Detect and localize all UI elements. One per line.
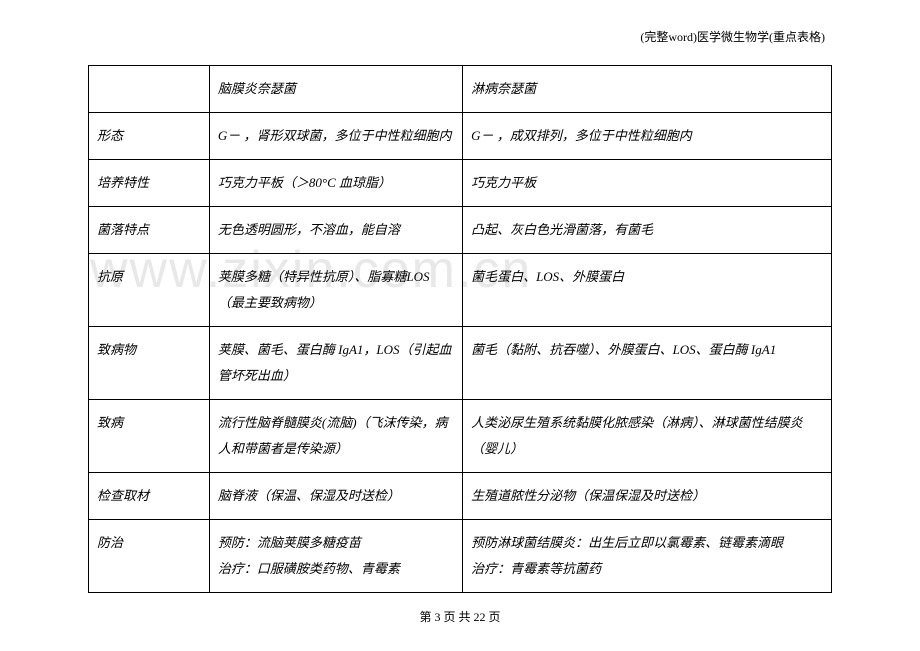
row-label: 抗原 (89, 254, 210, 327)
cell: G－ ，成双排列，多位于中性粒细胞内 (463, 113, 832, 160)
table-row: 菌落特点 无色透明圆形，不溶血，能自溶 凸起、灰白色光滑菌落，有菌毛 (89, 207, 832, 254)
cell: G－ ，肾形双球菌，多位于中性粒细胞内 (209, 113, 462, 160)
cell: 巧克力平板 (463, 160, 832, 207)
row-label: 培养特性 (89, 160, 210, 207)
cell: 预防：流脑荚膜多糖疫苗治疗：口服磺胺类药物、青霉素 (209, 520, 462, 593)
table-row: 抗原 荚膜多糖（特异性抗原）、脂寡糖LOS（最主要致病物） 菌毛蛋白、LOS、外… (89, 254, 832, 327)
cell: 荚膜、菌毛、蛋白酶 IgA1，LOS（引起血管坏死出血） (209, 327, 462, 400)
row-label: 菌落特点 (89, 207, 210, 254)
page-footer: 第 3 页 共 22 页 (0, 608, 920, 625)
cell: 菌毛（黏附、抗吞噬）、外膜蛋白、LOS、蛋白酶 IgA1 (463, 327, 832, 400)
cell: 流行性脑脊髓膜炎(流脑)（飞沫传染，病人和带菌者是传染源） (209, 400, 462, 473)
cell: 巧克力平板（＞80°C 血琼脂） (209, 160, 462, 207)
header-col-1: 脑膜炎奈瑟菌 (209, 66, 462, 113)
cell: 生殖道脓性分泌物（保温保湿及时送检） (463, 473, 832, 520)
cell: 凸起、灰白色光滑菌落，有菌毛 (463, 207, 832, 254)
table-row: 防治 预防：流脑荚膜多糖疫苗治疗：口服磺胺类药物、青霉素 预防淋球菌结膜炎：出生… (89, 520, 832, 593)
table-row: 检查取材 脑脊液（保温、保湿及时送检） 生殖道脓性分泌物（保温保湿及时送检） (89, 473, 832, 520)
page-header: (完整word)医学微生物学(重点表格) (640, 28, 825, 45)
cell: 预防淋球菌结膜炎：出生后立即以氯霉素、链霉素滴眼治疗：青霉素等抗菌药 (463, 520, 832, 593)
table-row: 致病物 荚膜、菌毛、蛋白酶 IgA1，LOS（引起血管坏死出血） 菌毛（黏附、抗… (89, 327, 832, 400)
cell: 脑脊液（保温、保湿及时送检） (209, 473, 462, 520)
table-row: 形态 G－ ，肾形双球菌，多位于中性粒细胞内 G－ ，成双排列，多位于中性粒细胞… (89, 113, 832, 160)
table-row: 致病 流行性脑脊髓膜炎(流脑)（飞沫传染，病人和带菌者是传染源） 人类泌尿生殖系… (89, 400, 832, 473)
table-row: 培养特性 巧克力平板（＞80°C 血琼脂） 巧克力平板 (89, 160, 832, 207)
cell: 菌毛蛋白、LOS、外膜蛋白 (463, 254, 832, 327)
row-label: 致病 (89, 400, 210, 473)
table-header-row: 脑膜炎奈瑟菌 淋病奈瑟菌 (89, 66, 832, 113)
row-label: 致病物 (89, 327, 210, 400)
row-label: 形态 (89, 113, 210, 160)
header-empty (89, 66, 210, 113)
header-col-2: 淋病奈瑟菌 (463, 66, 832, 113)
row-label: 防治 (89, 520, 210, 593)
cell: 无色透明圆形，不溶血，能自溶 (209, 207, 462, 254)
cell: 人类泌尿生殖系统黏膜化脓感染（淋病）、淋球菌性结膜炎（婴儿） (463, 400, 832, 473)
cell: 荚膜多糖（特异性抗原）、脂寡糖LOS（最主要致病物） (209, 254, 462, 327)
row-label: 检查取材 (89, 473, 210, 520)
comparison-table: 脑膜炎奈瑟菌 淋病奈瑟菌 形态 G－ ，肾形双球菌，多位于中性粒细胞内 G－ ，… (88, 65, 832, 593)
